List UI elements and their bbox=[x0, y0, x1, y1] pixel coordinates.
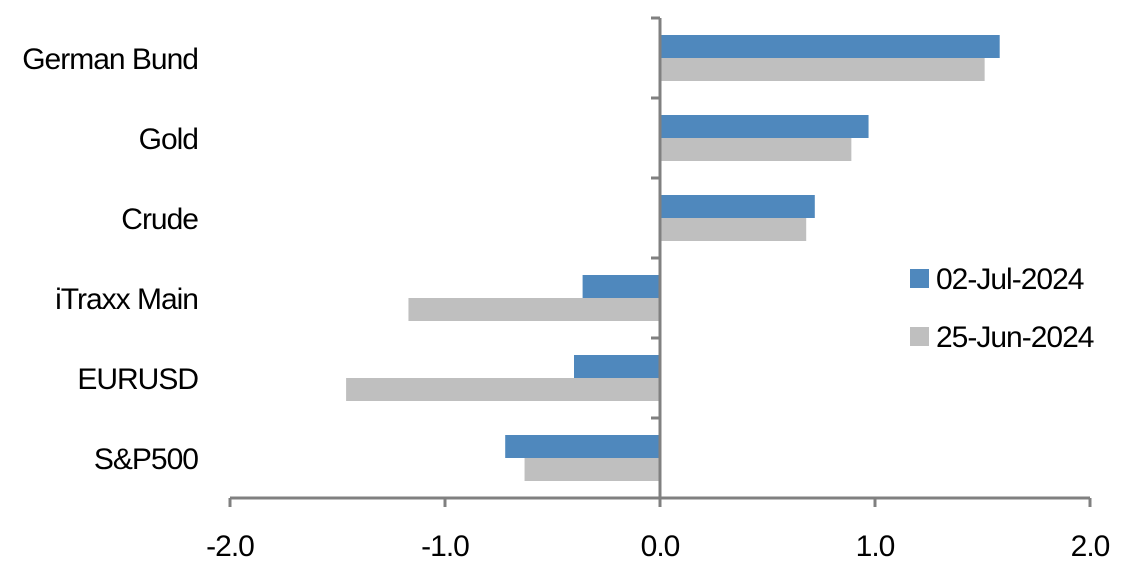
bar-1-3 bbox=[408, 298, 660, 321]
legend-swatch-0 bbox=[910, 269, 929, 288]
bar-0-2 bbox=[660, 195, 815, 218]
category-label: German Bund bbox=[22, 43, 198, 76]
x-tick-label: -1.0 bbox=[421, 530, 469, 563]
x-tick-label: -2.0 bbox=[206, 530, 254, 563]
legend-label: 02-Jul-2024 bbox=[936, 263, 1084, 296]
category-label: Gold bbox=[139, 123, 198, 156]
category-label: EURUSD bbox=[77, 363, 198, 396]
x-tick-label: 1.0 bbox=[856, 530, 895, 563]
bar-1-0 bbox=[660, 58, 985, 81]
legend-label: 25-Jun-2024 bbox=[936, 321, 1094, 354]
x-tick-label: 2.0 bbox=[1071, 530, 1110, 563]
category-label: Crude bbox=[121, 203, 198, 236]
bar-0-0 bbox=[660, 35, 1000, 58]
bar-0-4 bbox=[574, 355, 660, 378]
bar-1-2 bbox=[660, 218, 807, 241]
bar-1-5 bbox=[524, 458, 660, 481]
bar-0-3 bbox=[582, 275, 660, 298]
bar-0-1 bbox=[660, 115, 869, 138]
bar-1-4 bbox=[346, 378, 660, 401]
category-label: S&P500 bbox=[94, 443, 198, 476]
legend-swatch-1 bbox=[910, 327, 929, 346]
category-label: iTraxx Main bbox=[55, 283, 198, 316]
x-tick-label: 0.0 bbox=[641, 530, 680, 563]
bar-1-1 bbox=[660, 138, 852, 161]
bar-0-5 bbox=[505, 435, 660, 458]
